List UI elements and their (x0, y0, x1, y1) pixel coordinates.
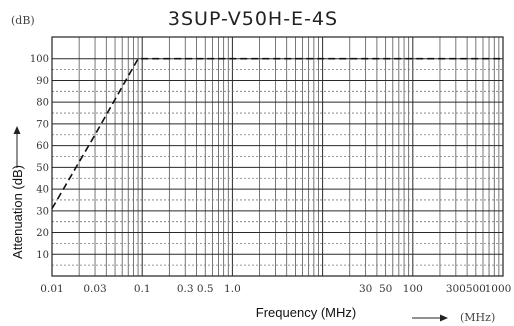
y-tick-label: 70 (36, 119, 49, 130)
attenuation-series-line (51, 57, 503, 210)
x-tick-label: 500 (466, 283, 486, 295)
y-tick-label: 100 (30, 54, 49, 65)
x-tick-label: 300 (446, 283, 466, 295)
y-tick-label: 10 (36, 250, 49, 261)
y-tick-label: 40 (36, 185, 49, 196)
y-tick-label: 30 (36, 206, 49, 217)
y-tick-label: 60 (36, 141, 49, 152)
x-axis-label-group: Frequency (MHz) (MHz) (256, 305, 495, 324)
y-axis-arrow-icon (13, 126, 21, 134)
y-axis-label-group: Attenuation (dB) (10, 126, 25, 259)
x-axis-arrow-icon (440, 314, 448, 322)
x-tick-label: 1.0 (224, 283, 241, 295)
x-axis-label: Frequency (MHz) (256, 305, 356, 320)
series-lines (51, 57, 503, 210)
x-tick-label: 50 (379, 283, 392, 295)
y-tick-label: 20 (36, 228, 49, 239)
x-tick-label: 100 (403, 283, 423, 295)
x-tick-label: 0.1 (134, 283, 151, 295)
y-tick-labels: 10 20 30 40 50 60 70 80 90 100 (30, 54, 49, 261)
x-unit-label: (MHz) (460, 311, 495, 324)
x-tick-label: 0.5 (197, 283, 214, 295)
y-tick-label: 90 (36, 76, 49, 87)
y-tick-label: 50 (36, 163, 49, 174)
x-tick-label: 1000 (485, 283, 512, 295)
x-tick-label: 0.01 (40, 283, 63, 295)
x-tick-label: 30 (359, 283, 372, 295)
grid-lines (52, 37, 503, 276)
y-unit-label: (dB) (11, 14, 35, 27)
x-tick-label: 0.3 (177, 283, 194, 295)
y-tick-label: 80 (36, 98, 49, 109)
chart-title: 3SUP-V50H-E-4S (168, 8, 338, 30)
x-tick-label: 0.03 (83, 283, 106, 295)
plot-frame (51, 36, 504, 277)
y-axis-label: Attenuation (dB) (10, 165, 25, 259)
